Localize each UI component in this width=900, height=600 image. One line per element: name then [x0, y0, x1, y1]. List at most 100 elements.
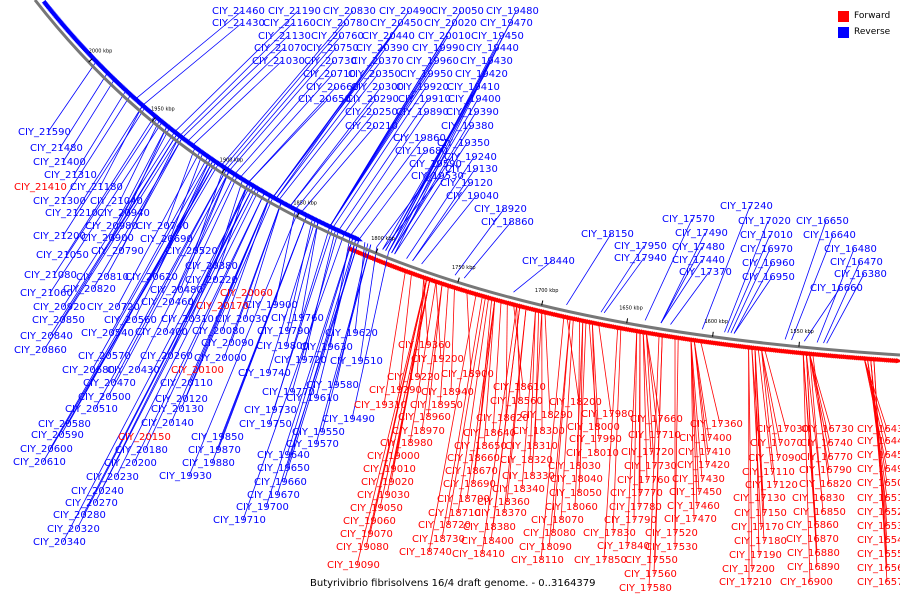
leader-CIY_20780	[223, 22, 347, 168]
gene-label-CIY_20660: CIY_20660	[306, 82, 359, 93]
leader-CIY_20250	[295, 111, 376, 210]
leader-CIY_20730	[234, 60, 335, 175]
gene-label-CIY_20430: CIY_20430	[107, 365, 160, 376]
leader-CIY_20710	[239, 73, 334, 178]
leader-CIY_17180	[754, 348, 765, 542]
leader-CIY_20140	[170, 195, 271, 424]
leader-CIY_18090	[548, 318, 571, 548]
tick-label-4: 1800 kbp	[371, 236, 395, 242]
leader-CIY_18410	[481, 305, 518, 555]
gene-label-CIY_17780: CIY_17780	[609, 502, 662, 513]
gene-label-CIY_17850: CIY_17850	[574, 555, 627, 566]
gene-label-CIY_20390: CIY_20390	[356, 43, 409, 54]
gene-label-CIY_20300: CIY_20300	[351, 82, 404, 93]
leader-CIY_21070	[187, 47, 285, 142]
leader-CIY_21310	[73, 90, 127, 176]
gene-label-CIY_16440: CIY_16440	[857, 436, 900, 447]
gene-label-CIY_19620: CIY_19620	[325, 328, 378, 339]
gene-label-CIY_20130: CIY_20130	[151, 404, 204, 415]
leader-CIY_18690	[472, 299, 496, 485]
gene-label-CIY_20610: CIY_20610	[13, 457, 66, 468]
gene-label-CIY_16850: CIY_16850	[793, 507, 846, 518]
gene-label-CIY_17730: CIY_17730	[624, 461, 677, 472]
gene-label-CIY_20260: CIY_20260	[140, 351, 193, 362]
gene-label-CIY_17480: CIY_17480	[672, 242, 725, 253]
gene-label-CIY_19850: CIY_19850	[191, 432, 244, 443]
leader-CIY_20030	[244, 201, 282, 320]
gene-label-CIY_20760: CIY_20760	[311, 31, 364, 42]
gene-label-CIY_19990: CIY_19990	[412, 43, 465, 54]
gene-label-CIY_19910: CIY_19910	[398, 94, 451, 105]
leader-CIY_19080	[365, 278, 428, 548]
gene-label-CIY_17530: CIY_17530	[645, 542, 698, 553]
leader-CIY_17830	[612, 328, 622, 534]
gene-label-CIY_17430: CIY_17430	[672, 474, 725, 485]
leader-CIY_17370	[670, 271, 710, 325]
gene-label-CIY_20090: CIY_20090	[201, 338, 254, 349]
leader-CIY_16770	[809, 353, 831, 458]
gene-label-CIY_19570: CIY_19570	[286, 439, 339, 450]
gene-label-CIY_20810: CIY_20810	[76, 272, 129, 283]
gene-label-CIY_17710: CIY_17710	[628, 430, 681, 441]
gene-label-CIY_19440: CIY_19440	[466, 43, 519, 54]
gene-label-CIY_21310: CIY_21310	[44, 170, 97, 181]
gene-label-CIY_17240: CIY_17240	[720, 201, 773, 212]
gene-label-CIY_17450: CIY_17450	[669, 487, 722, 498]
leader-CIY_17990	[591, 322, 600, 440]
gene-label-CIY_18960: CIY_18960	[398, 412, 451, 423]
gene-label-CIY_21180: CIY_21180	[70, 182, 123, 193]
leader-CIY_17430	[690, 339, 703, 480]
leader-CIY_20400	[164, 175, 238, 333]
gene-label-CIY_20820: CIY_20820	[63, 284, 116, 295]
gene-label-CIY_21070: CIY_21070	[254, 43, 307, 54]
gene-label-CIY_21300: CIY_21300	[33, 196, 86, 207]
gene-label-CIY_20490: CIY_20490	[379, 6, 432, 17]
gene-label-CIY_18610: CIY_18610	[493, 382, 546, 393]
gene-label-CIY_20220: CIY_20220	[185, 275, 238, 286]
leader-CIY_16480	[816, 248, 855, 343]
gene-label-CIY_16520: CIY_16520	[857, 507, 900, 518]
gene-label-CIY_19020: CIY_19020	[361, 477, 414, 488]
gene-label-CIY_17990: CIY_17990	[569, 434, 622, 445]
tick-mark-6	[541, 300, 544, 306]
leader-CIY_18730	[441, 295, 483, 540]
gene-label-CIY_19310: CIY_19310	[354, 400, 407, 411]
highlight-label-CIY_21410: CIY_21410	[14, 182, 67, 193]
gene-label-CIY_16970: CIY_16970	[740, 244, 793, 255]
leader-CIY_19130	[412, 168, 476, 262]
gene-label-CIY_21080: CIY_21080	[24, 270, 77, 281]
gene-label-CIY_16660: CIY_16660	[810, 283, 863, 294]
leader-CIY_19650	[286, 238, 357, 469]
genome-backbone-arc	[33, 0, 900, 357]
leader-CIY_20980	[114, 125, 168, 227]
gene-label-CIY_20740: CIY_20740	[136, 221, 189, 232]
gene-label-CIY_20540: CIY_20540	[81, 328, 134, 339]
leader-CIY_17020	[724, 220, 769, 333]
leader-CIY_18330	[531, 311, 543, 477]
gene-label-CIY_19030: CIY_19030	[357, 490, 410, 501]
gene-label-CIY_19510: CIY_19510	[330, 356, 383, 367]
gene-label-CIY_20270: CIY_20270	[65, 498, 118, 509]
gene-label-CIY_18000: CIY_18000	[567, 422, 620, 433]
leader-CIY_19040	[421, 195, 477, 265]
tick-label-6: 1700 kbp	[535, 288, 559, 294]
tick-mark-5	[457, 277, 460, 283]
gene-label-CIY_20030: CIY_20030	[215, 314, 268, 325]
gene-label-CIY_16950: CIY_16950	[742, 272, 795, 283]
gene-label-CIY_18310: CIY_18310	[505, 441, 558, 452]
gene-label-CIY_16640: CIY_16640	[803, 230, 856, 241]
gene-label-CIY_18090: CIY_18090	[519, 542, 572, 553]
gene-label-CIY_20710: CIY_20710	[303, 69, 356, 80]
gene-label-CIY_16830: CIY_16830	[792, 493, 845, 504]
leader-CIY_20840	[49, 133, 178, 337]
gene-label-CIY_19430: CIY_19430	[460, 56, 513, 67]
gene-label-CIY_19930: CIY_19930	[159, 471, 212, 482]
gene-label-CIY_19080: CIY_19080	[336, 542, 389, 553]
gene-label-CIY_17460: CIY_17460	[667, 501, 720, 512]
gene-label-CIY_19070: CIY_19070	[340, 529, 393, 540]
gene-label-CIY_19730: CIY_19730	[244, 405, 297, 416]
leader-CIY_19310	[383, 270, 406, 406]
leader-CIY_17440	[660, 259, 703, 324]
gene-label-CIY_17440: CIY_17440	[672, 255, 725, 266]
gene-label-CIY_18940: CIY_18940	[421, 387, 474, 398]
